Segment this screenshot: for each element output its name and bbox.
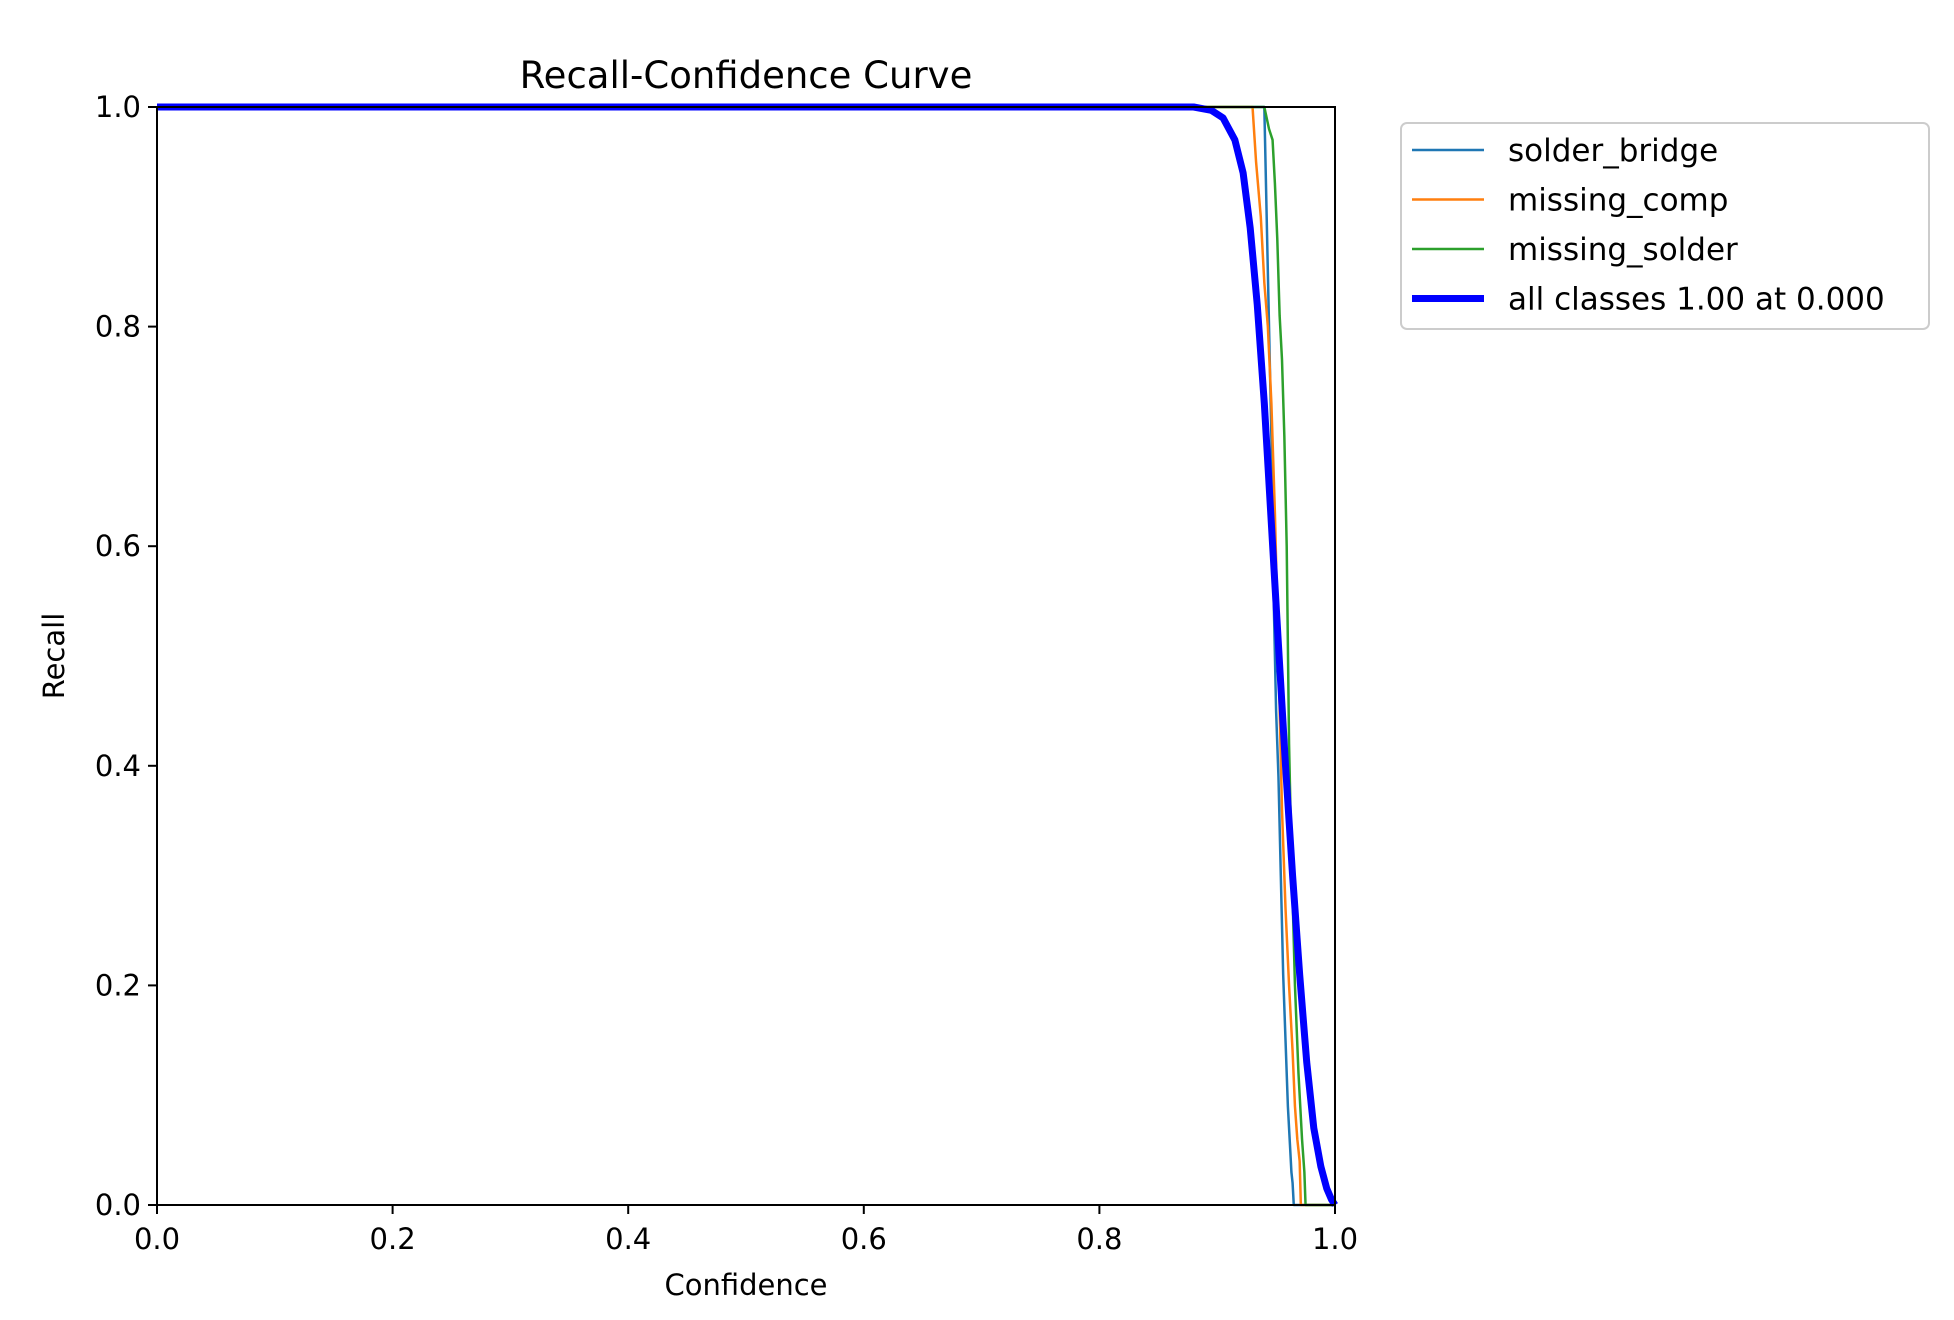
legend-label: solder_bridge xyxy=(1508,133,1718,169)
x-tick-label: 0.0 xyxy=(134,1222,180,1256)
legend: solder_bridge missing_comp missing_soldera… xyxy=(1400,122,1930,330)
legend-label: missing_solder xyxy=(1508,232,1738,268)
series-line-solder-bridge xyxy=(157,105,1335,1207)
legend-box xyxy=(1400,122,1930,330)
legend-label: all classes 1.00 at 0.000 xyxy=(1508,282,1885,318)
chart-title: Recall-Confidence Curve xyxy=(520,54,973,97)
x-tick-label: 0.6 xyxy=(841,1222,887,1256)
series-line-missing-solder xyxy=(157,105,1335,1207)
y-tick-label: 0.2 xyxy=(95,968,141,1002)
y-tick-label: 1.0 xyxy=(95,90,141,124)
x-tick-label: 1.0 xyxy=(1312,1222,1358,1256)
x-axis-label: Confidence xyxy=(664,1268,827,1302)
x-tick-label: 0.2 xyxy=(370,1222,416,1256)
axes-frame xyxy=(156,106,1336,1206)
x-tick-label: 0.8 xyxy=(1076,1222,1122,1256)
series-layer xyxy=(157,103,1338,1207)
series-line-all-classes-1-00-at-0-000 xyxy=(157,103,1338,1207)
y-axis-ticks: 0.0 0.2 0.4 0.6 0.8 1.0 xyxy=(95,90,157,1222)
y-tick-label: 0.4 xyxy=(95,749,141,783)
y-axis-label: Recall xyxy=(37,613,71,700)
x-axis-ticks: 0.0 0.2 0.4 0.6 0.8 1.0 xyxy=(134,1205,1358,1256)
y-tick-label: 0.8 xyxy=(95,310,141,344)
y-tick-label: 0.6 xyxy=(95,529,141,563)
y-tick-label: 0.0 xyxy=(95,1188,141,1222)
x-tick-label: 0.4 xyxy=(605,1222,651,1256)
legend-label: missing_comp xyxy=(1508,183,1728,219)
